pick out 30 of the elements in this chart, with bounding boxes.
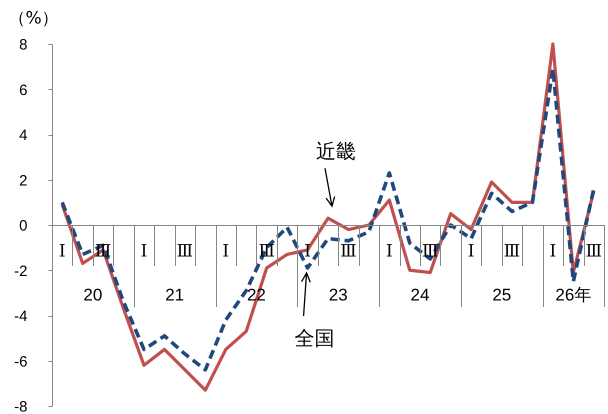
annotation: 26年 (555, 286, 592, 304)
x-tick-label: Ⅰ (386, 242, 393, 260)
x-tick-label: Ⅰ (550, 242, 556, 260)
annotation: 近畿 (316, 139, 356, 164)
annotation: 全国 (294, 326, 335, 350)
y-tick-label: 0 (19, 218, 28, 234)
x-tick-label: Ⅲ (504, 242, 520, 260)
annotation: 25 (492, 286, 512, 304)
y-tick-label: 2 (19, 172, 28, 190)
y-tick-label: 6 (19, 82, 28, 99)
y-tick-label: -2 (14, 262, 28, 280)
annotation: 23 (328, 286, 348, 304)
annotation: 20 (83, 286, 102, 304)
x-tick-label: Ⅲ (258, 242, 275, 260)
y-tick-label: -4 (14, 308, 28, 325)
annotation: 21 (165, 286, 184, 304)
y-tick-label: 4 (19, 127, 28, 144)
x-tick-label: Ⅰ (58, 242, 66, 260)
x-tick-label: Ⅰ (468, 242, 474, 260)
x-tick-label: Ⅲ (176, 242, 194, 260)
y-tick-label: -6 (14, 353, 28, 370)
y-tick-label: -8 (14, 398, 28, 414)
x-tick-label: Ⅲ (340, 242, 357, 260)
annotation: 24 (410, 286, 430, 304)
x-tick-label: Ⅰ (222, 242, 230, 260)
y-axis-title: （%） (8, 8, 59, 28)
x-tick-label: Ⅰ (140, 242, 148, 260)
y-tick-label: 8 (19, 36, 28, 54)
x-tick-label: Ⅲ (586, 242, 602, 260)
x-tick-label: Ⅲ (94, 242, 112, 260)
